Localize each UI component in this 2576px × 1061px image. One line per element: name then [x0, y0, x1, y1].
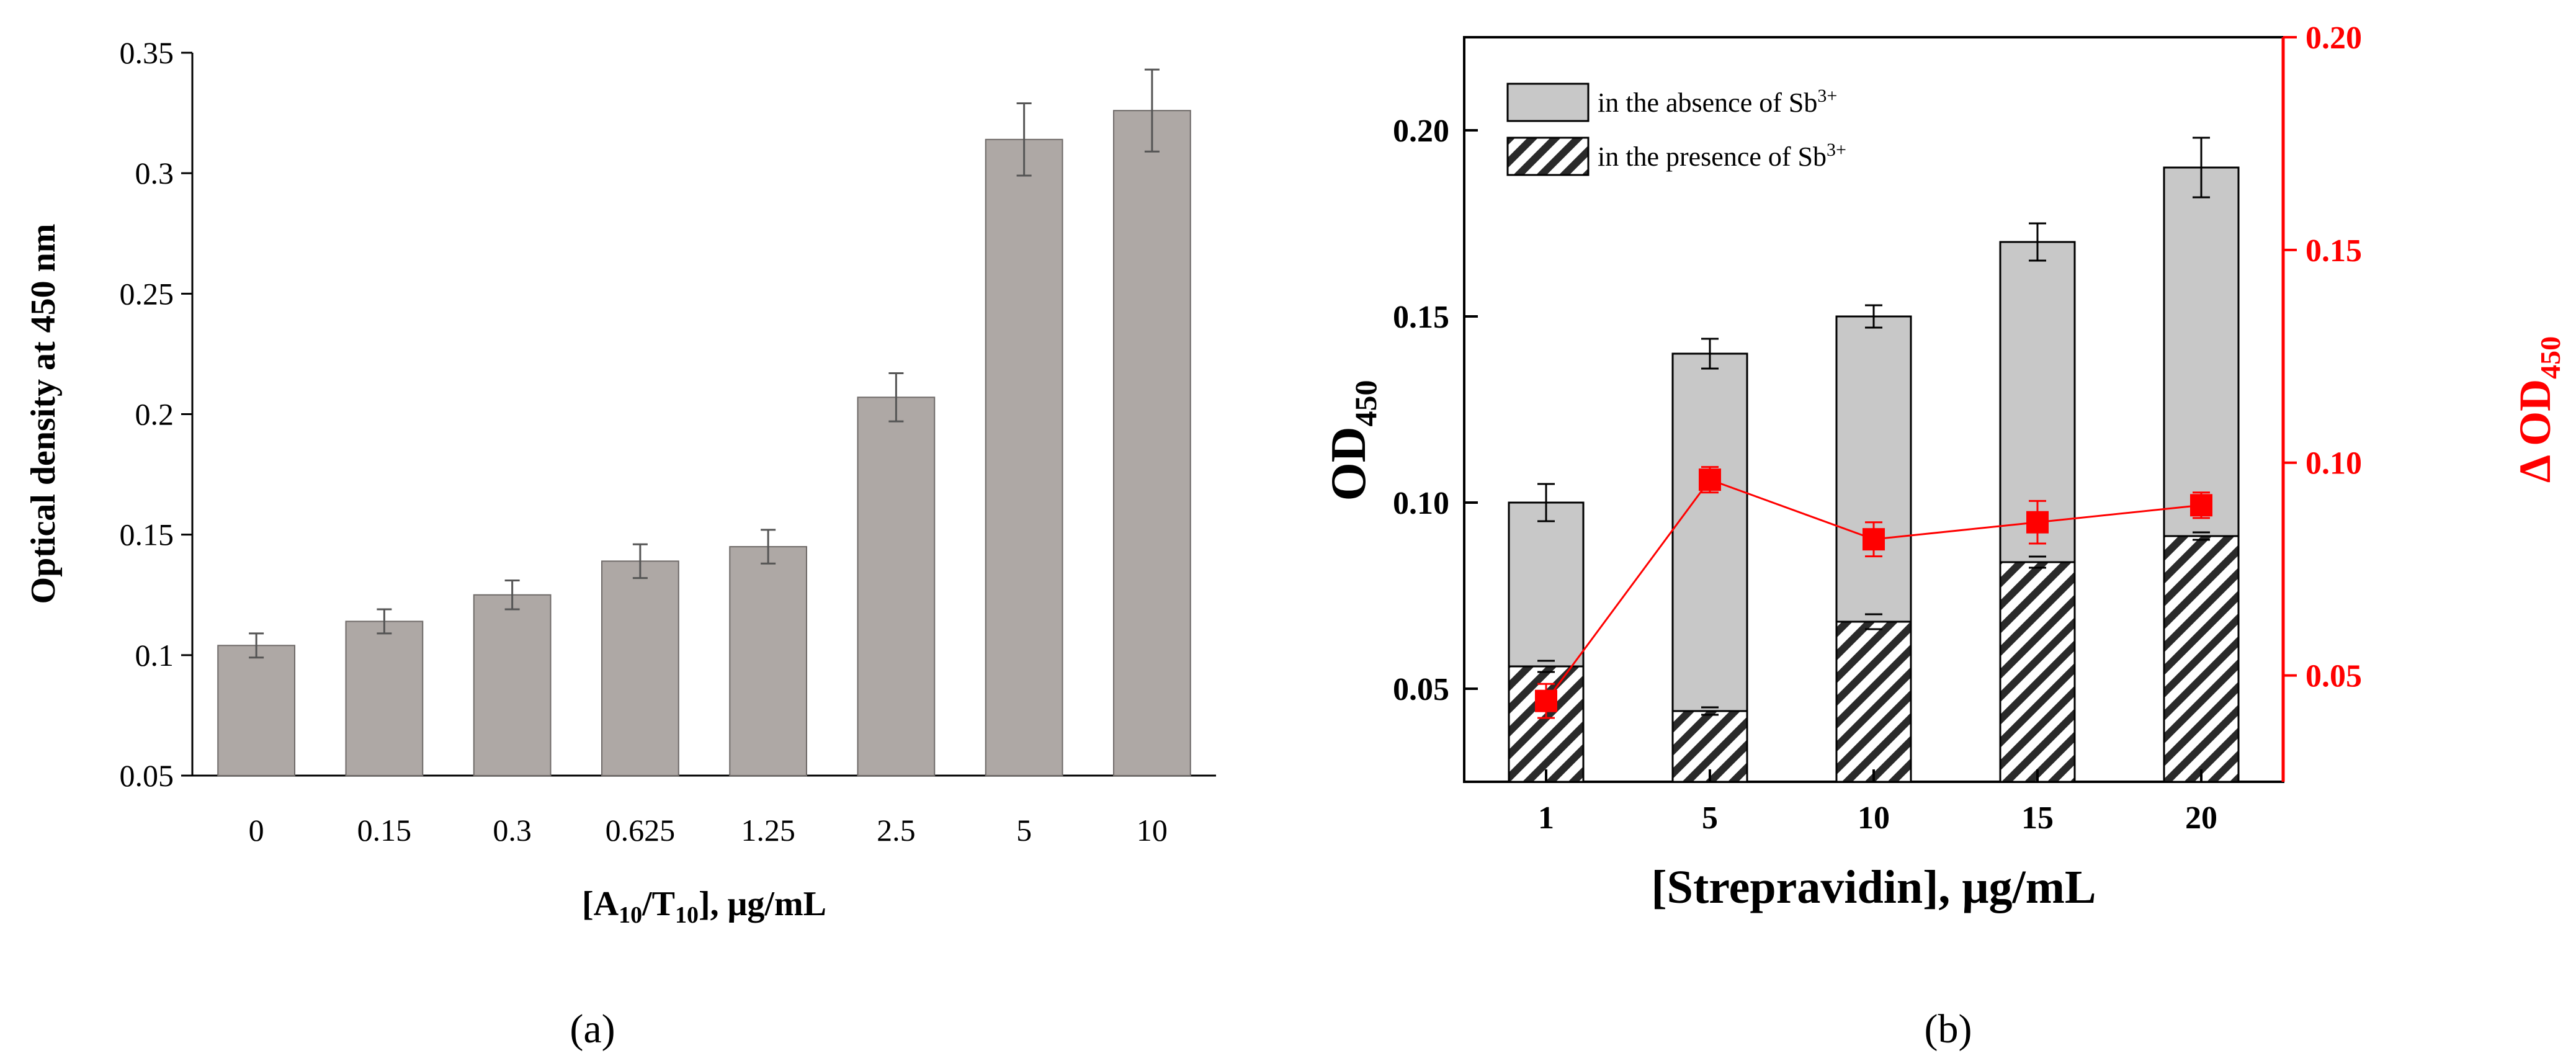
panel-a-y-tick-label: 0.05 — [120, 758, 174, 793]
panel-b-left-tick-label: 0.10 — [1393, 486, 1449, 521]
panel-b-right-tick-label: 0.15 — [2305, 233, 2362, 269]
legend-swatch-presence — [1506, 137, 1590, 176]
panel-a-y-ticks: 0.05 0.1 0.15 0.2 0.25 0.3 0.35 — [120, 35, 192, 793]
panel-a-bar — [345, 620, 424, 777]
panel-a-x-tick-label: 0.15 — [357, 813, 412, 848]
panel-a-y-tick-label: 0.25 — [120, 276, 174, 311]
panel-b-bars — [1508, 137, 2240, 783]
panel-a-y-axis-label: Optical density at 450 nm — [24, 224, 63, 604]
panel-b-x-tick-labels: 1 5 10 15 20 — [1538, 769, 2217, 836]
panel-b-x-tick-label: 15 — [2021, 800, 2054, 836]
legend-swatch-absence — [1506, 83, 1590, 122]
panel-b-right-ticks: 0.05 0.10 0.15 0.20 — [2283, 20, 2362, 694]
panel-b-y-axis-label: OD450 — [1322, 380, 1383, 501]
panel-a-x-tick-label: 5 — [1016, 813, 1032, 848]
panel-a-x-tick-labels: 0 0.15 0.3 0.625 1.25 2.5 5 10 — [249, 813, 1168, 848]
panel-a-bar — [473, 594, 552, 776]
panel-b-delta-series — [1535, 466, 2212, 719]
panel-b-right-tick-label: 0.10 — [2305, 446, 2362, 481]
legend-label-absence: in the absence of Sb3+ — [1598, 86, 1837, 118]
panel-a-y-tick-label: 0.15 — [120, 517, 174, 552]
panel-a-x-tick-label: 1.25 — [741, 813, 795, 848]
panel-b-right-tick-label: 0.20 — [2305, 20, 2362, 56]
legend-label-presence: in the presence of Sb3+ — [1598, 140, 1846, 172]
panel-b-right-tick-label: 0.05 — [2305, 659, 2362, 694]
panel-b-left-tick-label: 0.05 — [1393, 672, 1449, 707]
panel-a-bar — [601, 560, 679, 777]
panel-b-legend: in the absence of Sb3+ in the presence o… — [1506, 83, 1846, 176]
panel-a-bars — [217, 68, 1191, 777]
panel-b-x-tick-label: 20 — [2185, 800, 2217, 836]
panel-a-bar — [729, 546, 807, 776]
panel-b-left-tick-label: 0.15 — [1393, 300, 1449, 335]
panel-a-x-tick-label: 2.5 — [877, 813, 916, 848]
panel-a-x-tick-label: 0.3 — [493, 813, 532, 848]
panel-a-x-tick-label: 10 — [1137, 813, 1168, 848]
panel-a-y-tick-label: 0.35 — [120, 35, 174, 70]
panel-b-chart: 0.050.100.150.20 0.050.100.150.20 1 5 10 15… — [1322, 20, 2566, 1052]
panel-b-delta-marker — [1863, 528, 1885, 551]
panel-b-delta-marker — [2190, 494, 2212, 517]
panel-b-x-tick-label: 5 — [1702, 800, 1718, 836]
panel-b-delta-marker — [1699, 468, 1721, 491]
panel-a-bar — [985, 138, 1063, 776]
panel-b-x-tick-label: 1 — [1538, 800, 1554, 836]
panel-a-y-tick-label: 0.1 — [135, 638, 174, 673]
panel-a-bar — [857, 396, 936, 776]
panel-a-chart: 0.05 0.1 0.15 0.2 0.25 0.3 0.35 0 0.15 0.3 0.625 1… — [24, 35, 1216, 1052]
panel-a-x-tick-label: 0.625 — [606, 813, 676, 848]
panel-b-right-axis-label: Δ OD450 — [2510, 336, 2566, 483]
panel-a-bar — [217, 645, 295, 777]
panel-b-left-tick-label: 0.20 — [1393, 114, 1449, 149]
panel-a-y-tick-label: 0.2 — [135, 397, 174, 432]
panel-a-bar — [1113, 110, 1191, 777]
panel-b-left-ticks: 0.05 0.10 0.15 0.20 — [1393, 114, 1478, 707]
panel-b-bar-presence — [1835, 620, 1912, 783]
panel-b-caption: (b) — [1925, 1006, 1972, 1052]
panel-b-bar-presence — [1999, 561, 2076, 783]
panel-a-x-tick-label: 0 — [249, 813, 264, 848]
panel-a-caption: (a) — [570, 1006, 615, 1052]
panel-b-delta-marker — [2026, 511, 2049, 534]
panel-b-delta-marker — [1535, 689, 1557, 712]
panel-b-x-axis-label: [Strepravidin], μg/mL — [1651, 861, 2096, 913]
panel-a-x-axis-label: [A10/T10], μg/mL — [582, 885, 826, 928]
panel-b-x-tick-label: 10 — [1858, 800, 1890, 836]
panel-b-bar-presence — [2163, 535, 2240, 783]
panel-a-y-tick-label: 0.3 — [135, 156, 174, 190]
